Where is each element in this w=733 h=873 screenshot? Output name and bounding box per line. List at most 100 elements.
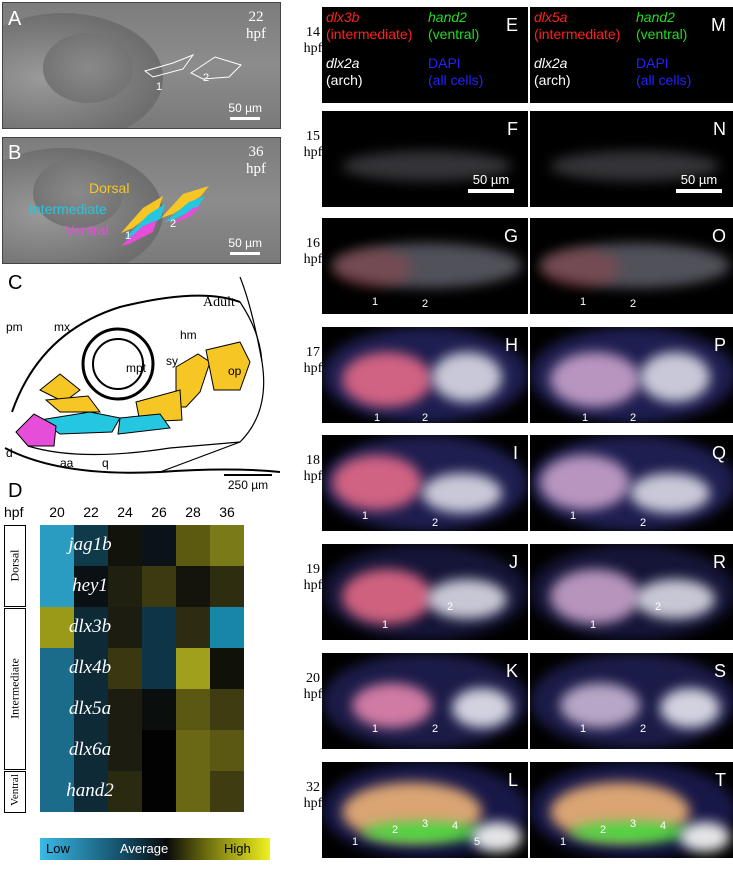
signal-blob bbox=[342, 352, 432, 407]
heatmap-cell bbox=[176, 648, 210, 689]
legend-low: Low bbox=[46, 841, 70, 856]
signal-blob bbox=[550, 151, 720, 181]
gene-label: hey1 bbox=[72, 575, 108, 596]
heatmap-column-label: 36 bbox=[219, 504, 235, 520]
signal-blob bbox=[680, 822, 730, 852]
heatmap-cell bbox=[108, 771, 142, 812]
panel-letter-c: C bbox=[8, 272, 23, 294]
gene-legend: hand2 (ventral) bbox=[636, 9, 687, 43]
heatmap-cell bbox=[210, 648, 244, 689]
arch-number: 1 bbox=[352, 836, 359, 848]
arch-number: 2 bbox=[422, 412, 429, 423]
adult-title: Adult bbox=[203, 295, 235, 310]
arch-number: 1 bbox=[374, 412, 381, 423]
heatmap-cell bbox=[40, 566, 74, 607]
panel-letter-left: J bbox=[509, 552, 518, 572]
signal-blob bbox=[422, 473, 502, 513]
panel-letter-right: O bbox=[711, 226, 726, 246]
arch-number-2: 2 bbox=[203, 72, 210, 84]
heatmap-cell bbox=[40, 648, 74, 689]
gene-label: jag1b bbox=[68, 534, 112, 555]
heatmap-cell bbox=[142, 689, 176, 730]
heatmap-column-label: 24 bbox=[117, 504, 133, 520]
arch-number-1: 1 bbox=[125, 230, 132, 242]
heatmap-cell bbox=[40, 730, 74, 771]
heatmap-cell bbox=[74, 771, 108, 812]
heatmap-cell bbox=[40, 607, 74, 648]
stage-label: 32 hpf bbox=[303, 780, 323, 811]
heatmap-cell bbox=[210, 607, 244, 648]
arch-number: 5 bbox=[474, 836, 481, 848]
signal-blob bbox=[540, 243, 730, 288]
heatmap-cell bbox=[176, 730, 210, 771]
arch-number: 4 bbox=[660, 820, 667, 832]
signal-blob bbox=[427, 579, 507, 619]
arch-domains bbox=[121, 186, 209, 246]
heatmap-column-label: 20 bbox=[49, 504, 65, 520]
arch-number: 2 bbox=[392, 824, 399, 836]
fluorescent-panel: R 1 2 bbox=[530, 544, 733, 640]
heatmap-column-label: 28 bbox=[185, 504, 201, 520]
arch-number: 2 bbox=[447, 601, 454, 613]
arch-number: 1 bbox=[382, 619, 389, 631]
label-d: d bbox=[6, 446, 13, 460]
signal-blob bbox=[362, 822, 482, 842]
arch-number: 2 bbox=[640, 723, 647, 735]
gene-label: dlx6a bbox=[68, 739, 112, 760]
arch-number: 1 bbox=[580, 296, 587, 308]
gene-name: DAPI bbox=[636, 55, 669, 71]
gene-desc: (ventral) bbox=[636, 26, 688, 42]
signal-blob bbox=[472, 822, 522, 852]
domain-label-ventral: Ventral bbox=[65, 222, 109, 238]
gene-legend: dlx3b (intermediate) bbox=[326, 9, 412, 43]
gene-name: dlx2a bbox=[326, 55, 360, 71]
gene-label: dlx3b bbox=[68, 616, 112, 637]
arch-number: 4 bbox=[452, 820, 459, 832]
panel-letter-right: R bbox=[713, 552, 726, 572]
heatmap-cell bbox=[74, 607, 108, 648]
signal-blob bbox=[560, 683, 640, 728]
signal-blob bbox=[540, 248, 620, 288]
gene-legend: hand2 (ventral) bbox=[428, 9, 479, 43]
heatmap-axis-label: hpf bbox=[4, 504, 24, 520]
gene-name: hand2 bbox=[636, 9, 675, 25]
stage-label: 18 hpf bbox=[303, 453, 323, 484]
signal-blob bbox=[630, 473, 710, 513]
heatmap-cell bbox=[142, 730, 176, 771]
heatmap-cell bbox=[142, 771, 176, 812]
signal-blob bbox=[342, 569, 432, 624]
fluorescent-panel: H 1 2 bbox=[322, 327, 528, 423]
gene-desc: (all cells) bbox=[428, 72, 484, 88]
stage-label: 22 hpf bbox=[246, 9, 266, 42]
heatmap-cell bbox=[108, 648, 142, 689]
heatmap-cell bbox=[210, 566, 244, 607]
legend-average: Average bbox=[120, 841, 169, 856]
adult-head-diagram bbox=[4, 276, 281, 474]
panel-letter-left: L bbox=[507, 770, 518, 790]
label-hm: hm bbox=[180, 328, 197, 342]
gene-desc: (arch) bbox=[534, 72, 571, 88]
heatmap-column-label: 26 bbox=[151, 504, 167, 520]
group-bracket-intermediate: Intermediate bbox=[4, 608, 26, 770]
arch-number: 2 bbox=[630, 412, 637, 423]
fluorescent-panel: N 50 µm bbox=[530, 111, 733, 207]
heatmap-cell bbox=[142, 607, 176, 648]
panel-letter-right: M bbox=[711, 15, 726, 35]
scale-bar: 50 µm bbox=[228, 101, 262, 120]
arch-number: 1 bbox=[590, 619, 597, 631]
scale-bar: 50 µm bbox=[468, 172, 514, 193]
heatmap-cell bbox=[210, 771, 244, 812]
arch-number: 1 bbox=[580, 723, 587, 735]
panel-letter-left: G bbox=[503, 226, 518, 246]
signal-blob bbox=[352, 683, 432, 728]
stage-label: 15 hpf bbox=[303, 129, 323, 160]
heatmap-cell bbox=[74, 730, 108, 771]
heatmap-cell bbox=[74, 648, 108, 689]
fluorescent-panel: P 1 2 bbox=[530, 327, 733, 423]
stage-label: 16 hpf bbox=[303, 236, 323, 267]
signal-blob bbox=[332, 455, 422, 510]
panel-letter-a: A bbox=[8, 8, 22, 30]
heatmap-cell bbox=[142, 525, 176, 566]
label-sy: sy bbox=[166, 354, 178, 368]
